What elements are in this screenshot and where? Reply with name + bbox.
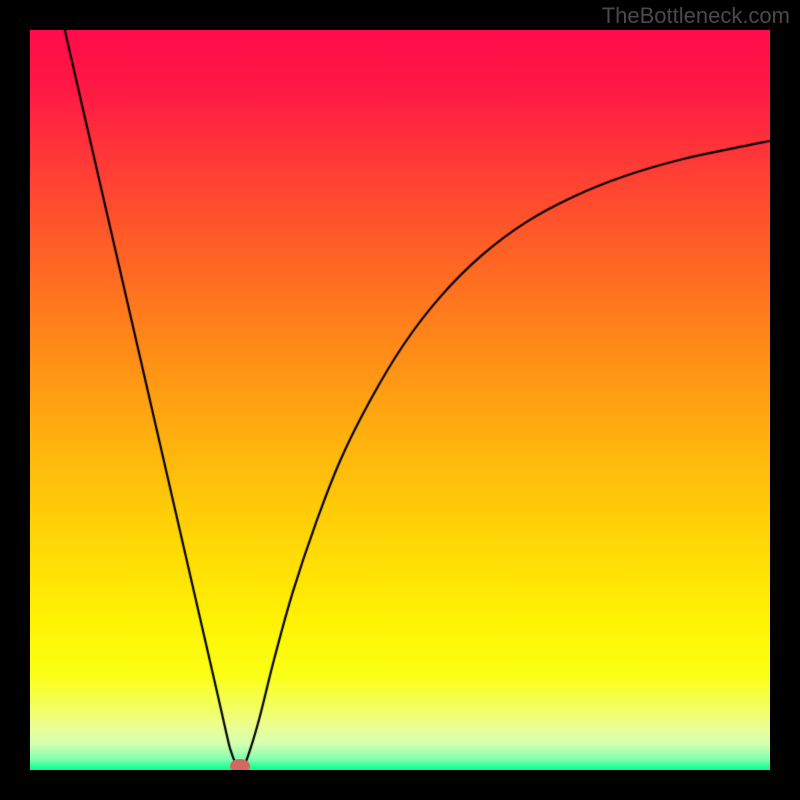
vertex-marker (230, 759, 250, 773)
chart-stage: TheBottleneck.com (0, 0, 800, 800)
curve-canvas (30, 30, 770, 770)
watermark-text: TheBottleneck.com (602, 3, 790, 29)
plot-area (30, 30, 770, 770)
